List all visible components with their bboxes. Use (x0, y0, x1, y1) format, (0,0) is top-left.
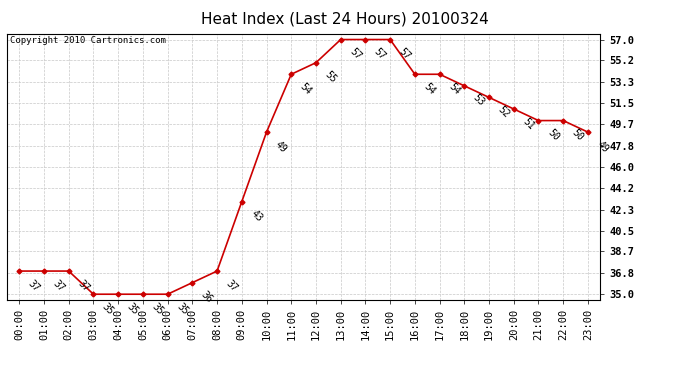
Text: 51: 51 (521, 116, 536, 131)
Text: 50: 50 (545, 128, 561, 143)
Text: 35: 35 (175, 301, 190, 316)
Text: 57: 57 (348, 46, 363, 62)
Text: 37: 37 (76, 278, 91, 293)
Text: 36: 36 (199, 290, 215, 305)
Text: 37: 37 (224, 278, 239, 293)
Text: 43: 43 (248, 209, 264, 224)
Text: 54: 54 (298, 81, 313, 97)
Text: 49: 49 (595, 139, 610, 154)
Text: 35: 35 (150, 301, 165, 316)
Text: 35: 35 (125, 301, 141, 316)
Text: 52: 52 (496, 104, 511, 120)
Text: 55: 55 (323, 70, 338, 85)
Text: Heat Index (Last 24 Hours) 20100324: Heat Index (Last 24 Hours) 20100324 (201, 11, 489, 26)
Text: 35: 35 (100, 301, 116, 316)
Text: 50: 50 (570, 128, 586, 143)
Text: Copyright 2010 Cartronics.com: Copyright 2010 Cartronics.com (10, 36, 166, 45)
Text: 53: 53 (471, 93, 486, 108)
Text: 54: 54 (422, 81, 437, 97)
Text: 54: 54 (446, 81, 462, 97)
Text: 37: 37 (26, 278, 41, 293)
Text: 57: 57 (397, 46, 413, 62)
Text: 49: 49 (273, 139, 289, 154)
Text: 57: 57 (373, 46, 388, 62)
Text: 37: 37 (51, 278, 66, 293)
